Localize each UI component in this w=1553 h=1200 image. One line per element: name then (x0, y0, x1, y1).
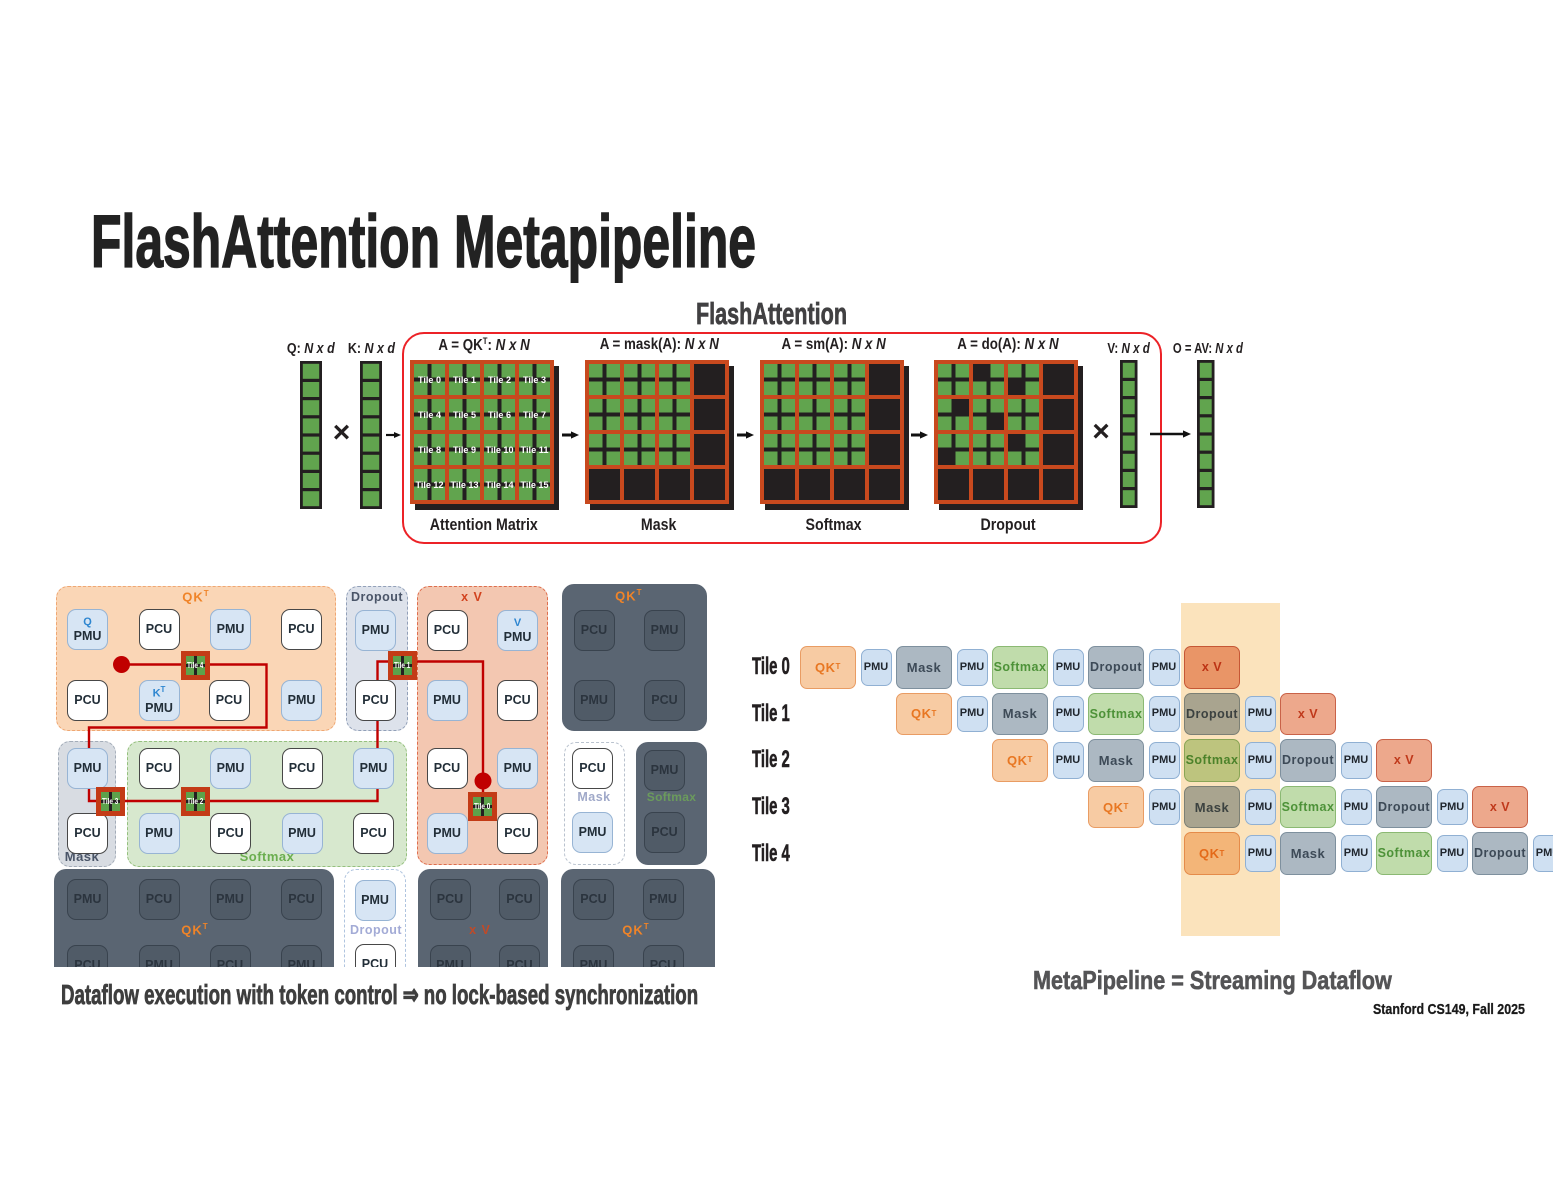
svg-text:Tile 8: Tile 8 (418, 445, 441, 456)
svg-text:Tile 10: Tile 10 (486, 445, 514, 456)
svg-text:Tile 6: Tile 6 (488, 410, 511, 421)
svg-text:Tile 14: Tile 14 (486, 480, 515, 491)
svg-text:Tile 7: Tile 7 (523, 410, 546, 421)
svg-text:Tile 2: Tile 2 (488, 375, 511, 386)
svg-text:Tile 12: Tile 12 (416, 480, 444, 491)
svg-text:Tile 11: Tile 11 (521, 445, 550, 456)
svg-text:Tile 13: Tile 13 (451, 480, 479, 491)
svg-text:Tile 9: Tile 9 (453, 445, 476, 456)
svg-text:Tile 3: Tile 3 (523, 375, 546, 386)
svg-text:Tile 4: Tile 4 (418, 410, 442, 421)
svg-text:Tile 1: Tile 1 (453, 375, 477, 386)
svg-text:Tile 15: Tile 15 (521, 480, 550, 491)
svg-text:Tile 5: Tile 5 (453, 410, 477, 421)
svg-text:Tile 0: Tile 0 (418, 375, 441, 386)
